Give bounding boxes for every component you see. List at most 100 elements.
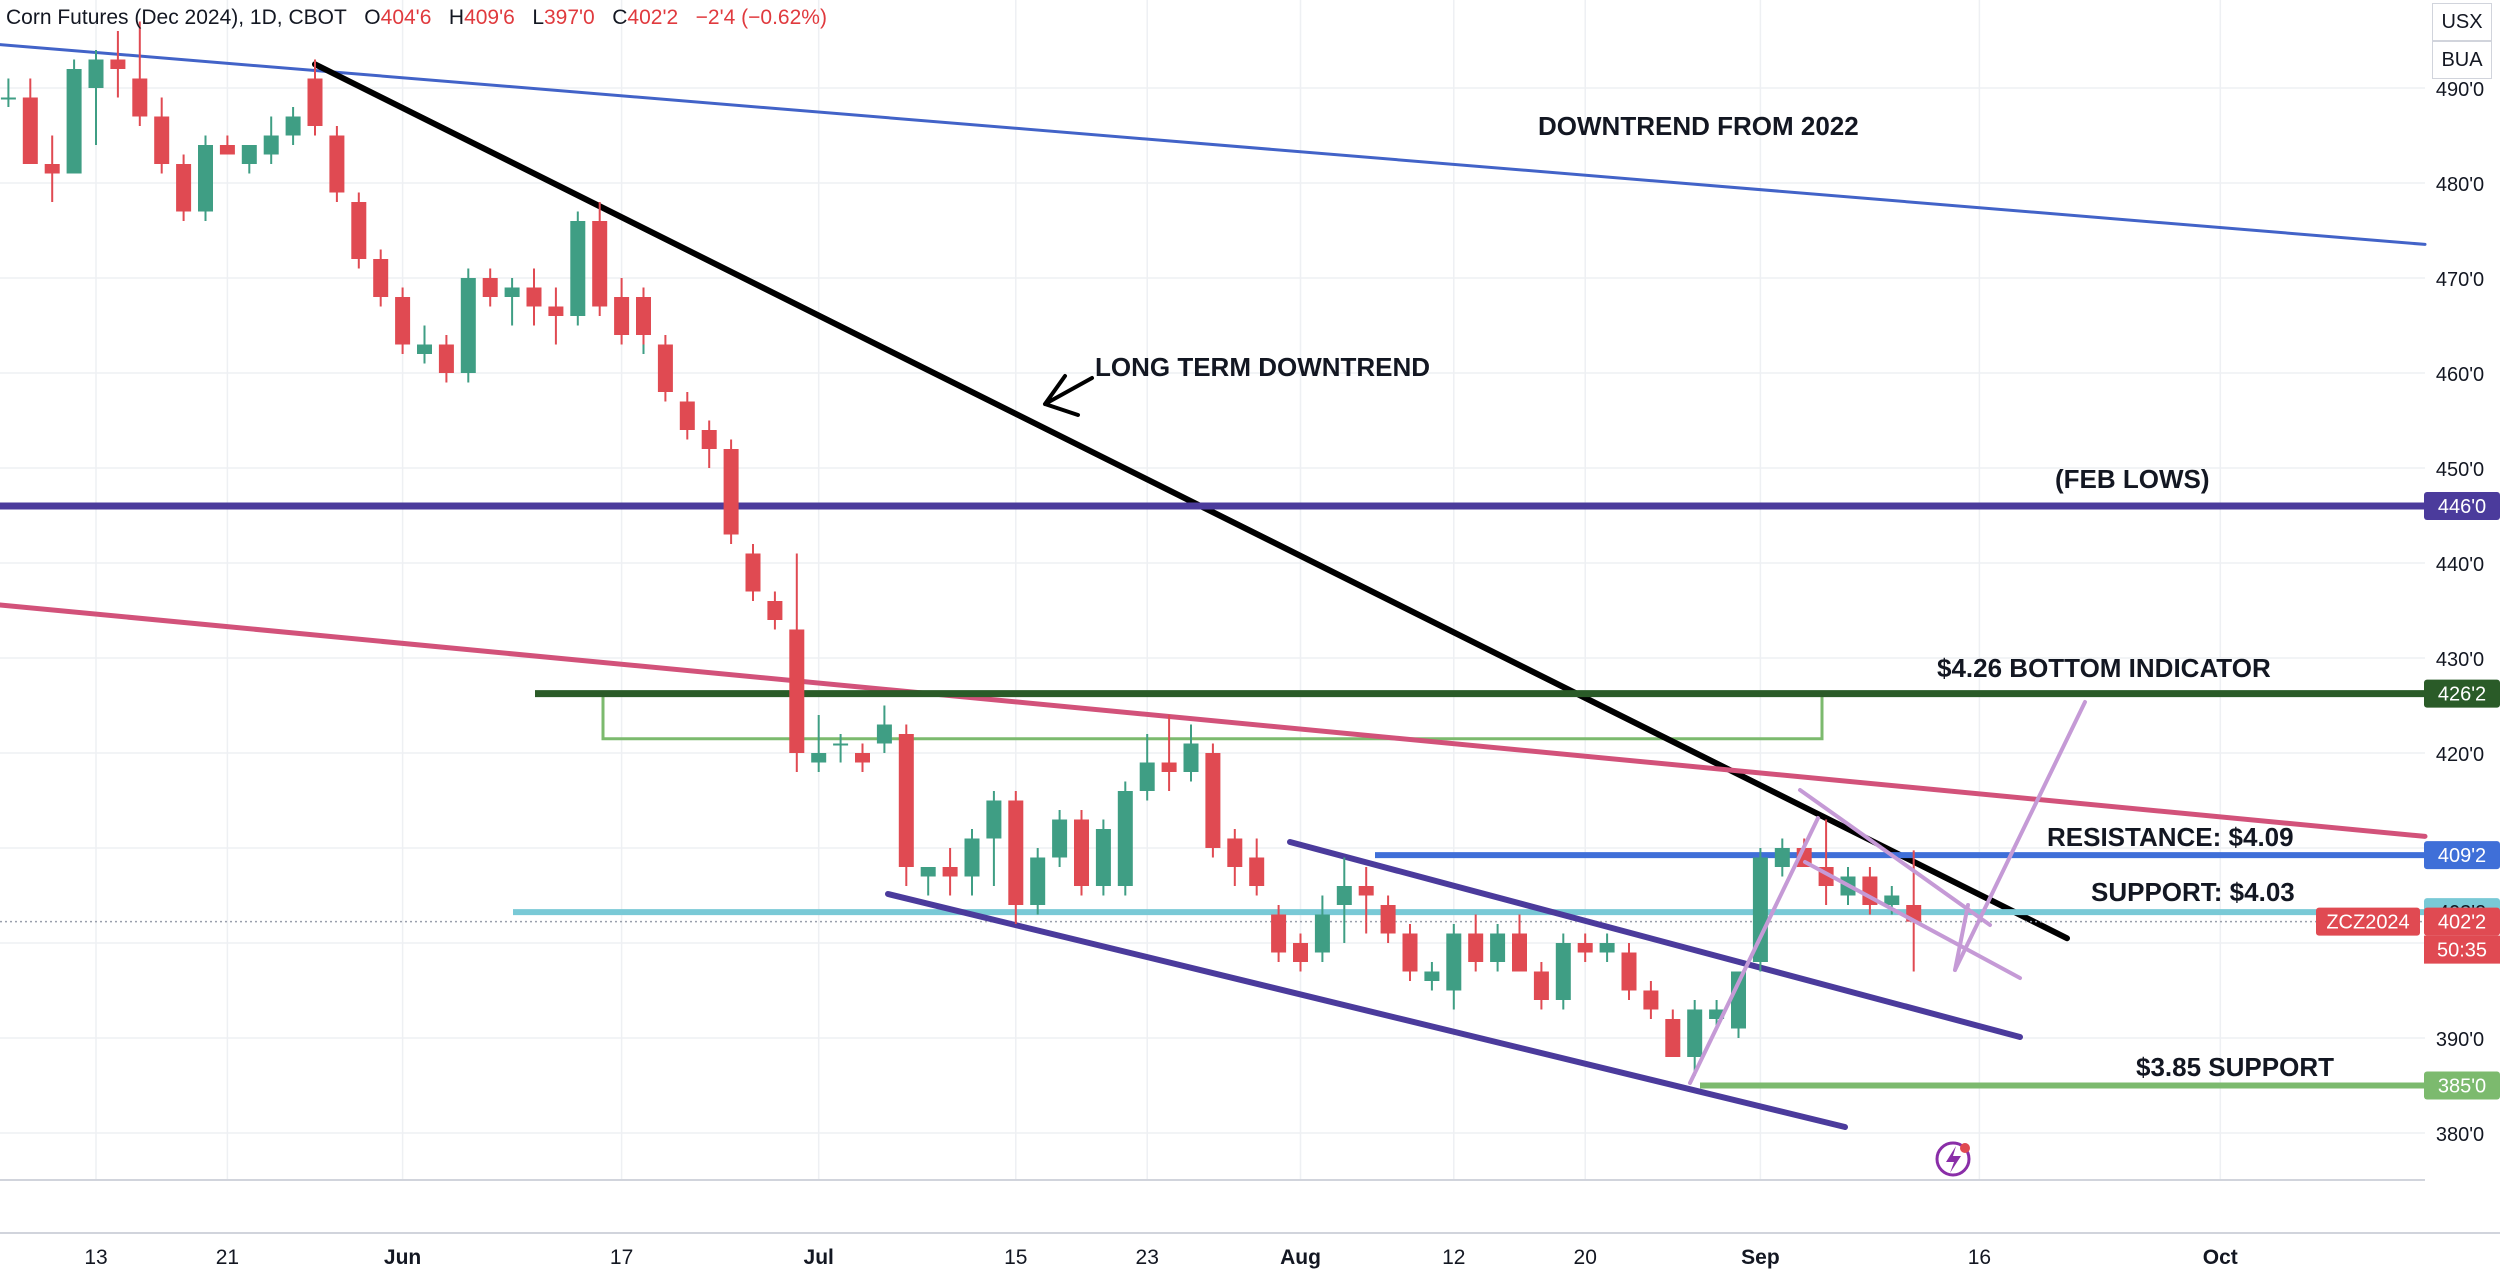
candle-body: [1468, 933, 1484, 962]
x-tick-label: 15: [1004, 1246, 1027, 1269]
trend-line: [0, 43, 2427, 246]
candle-body: [460, 278, 476, 373]
y-tick-label: 480'0: [2436, 174, 2484, 196]
candle-body: [1380, 905, 1396, 934]
x-tick-label: Oct: [2203, 1246, 2238, 1269]
annotation-bottom-indicator: $4.26 BOTTOM INDICATOR: [1937, 653, 2271, 683]
candle-body: [876, 724, 892, 744]
candle-body: [1161, 762, 1177, 772]
candle-body: [898, 734, 914, 867]
candle-body: [1709, 1009, 1725, 1019]
countdown-badge: [2424, 935, 2500, 964]
candle-body: [1249, 857, 1265, 886]
flag-pole-left: [1688, 816, 1820, 1085]
candle-body: [548, 306, 564, 316]
candle-body: [1555, 943, 1571, 1000]
low-value: 397'0: [544, 6, 595, 29]
price-badge: [2424, 1071, 2500, 1100]
symbol-badge: [2316, 907, 2420, 936]
candle-body: [1314, 914, 1330, 953]
candle-body: [964, 838, 980, 877]
candle-body: [1687, 1009, 1703, 1057]
candle-body: [1052, 819, 1068, 858]
candle-body: [241, 145, 257, 164]
symbol-header: Corn Futures (Dec 2024), 1D, CBOT O404'6…: [6, 6, 827, 30]
channel-upper-line: [1287, 839, 2023, 1040]
candle-body: [88, 59, 104, 88]
candle-body: [789, 629, 805, 753]
candle-body: [614, 297, 630, 335]
annotation-downtrend-2022: DOWNTREND FROM 2022: [1538, 111, 1859, 141]
candle-body: [1884, 895, 1900, 905]
candle-body: [198, 145, 213, 212]
price-badge: [2424, 841, 2500, 870]
price-badge-label: 409'2: [2438, 845, 2486, 867]
price-badge: [2424, 492, 2500, 520]
price-badge: [2424, 907, 2500, 936]
candle-body: [1533, 971, 1549, 1000]
x-tick-label: 23: [1136, 1246, 1159, 1269]
candle-body: [1117, 791, 1133, 886]
candle-body: [417, 344, 432, 354]
symbol-name: Corn Futures (Dec 2024), 1D, CBOT: [6, 6, 347, 29]
x-tick-label: 13: [84, 1246, 107, 1269]
price-badge-label: 385'0: [2438, 1076, 2486, 1098]
high-label: H: [448, 6, 465, 29]
y-tick-label: 420'0: [2436, 744, 2484, 766]
candle-body: [942, 867, 958, 877]
candle-body: [263, 135, 279, 155]
flag-pattern-lines[interactable]: [1688, 700, 2087, 1085]
x-tick-label: 12: [1442, 1246, 1465, 1269]
candle-body: [132, 78, 148, 117]
currency-bua-button[interactable]: BUA: [2432, 41, 2492, 79]
candle-body: [351, 202, 367, 259]
candle-body: [176, 164, 192, 212]
annotation-feb-lows: (FEB LOWS): [2055, 464, 2210, 494]
candle-body: [1446, 933, 1462, 991]
y-tick-label: 490'0: [2436, 79, 2484, 101]
candle-body: [154, 116, 170, 164]
candle-body: [1183, 743, 1199, 772]
candle-body: [504, 287, 520, 297]
candle-body: [1424, 971, 1440, 981]
currency-usx-button[interactable]: USX: [2432, 3, 2492, 41]
candle-body: [1752, 857, 1768, 962]
candle-body: [285, 116, 301, 136]
price-badges: 446'0426'2409'2403'2402'2385'050:35ZCZ20…: [2316, 492, 2500, 1100]
x-tick-label: Jun: [384, 1246, 421, 1269]
candle-body: [1139, 762, 1155, 791]
lightning-icon[interactable]: [1935, 1141, 1971, 1177]
candle-body: [833, 743, 849, 746]
candle-body: [1358, 886, 1374, 896]
candle-body: [44, 164, 60, 174]
long-term-arrow: [1043, 374, 1094, 417]
candle-body: [1731, 971, 1746, 1029]
low-label: L: [532, 6, 544, 29]
candle-body: [526, 287, 542, 307]
x-tick-label: Sep: [1741, 1246, 1780, 1269]
candle-body: [1008, 800, 1024, 905]
candle-body: [1095, 829, 1111, 886]
candle-body: [0, 97, 16, 100]
trend-line: [312, 61, 2070, 942]
candle-body: [1621, 952, 1637, 991]
candle-body: [767, 601, 783, 620]
price-badge-label: 426'2: [2438, 684, 2486, 706]
x-tick-label: 17: [610, 1246, 633, 1269]
candle-body: [307, 78, 323, 126]
candle-body: [1599, 943, 1615, 953]
candle-body: [1577, 943, 1593, 953]
trend-lines[interactable]: [0, 43, 2428, 1130]
high-value: 409'6: [464, 6, 515, 29]
price-badge: [2424, 679, 2500, 708]
candle-body: [1665, 1019, 1681, 1057]
candle-body: [570, 221, 586, 316]
candle-body: [329, 135, 345, 193]
y-tick-label: 470'0: [2436, 269, 2484, 291]
candle-body: [855, 753, 870, 763]
channel-lower-line: [885, 891, 1848, 1130]
annotation-long-term-downtrend: LONG TERM DOWNTREND: [1095, 352, 1430, 382]
candle-body: [657, 344, 673, 392]
countdown-label: 50:35: [2437, 940, 2487, 962]
